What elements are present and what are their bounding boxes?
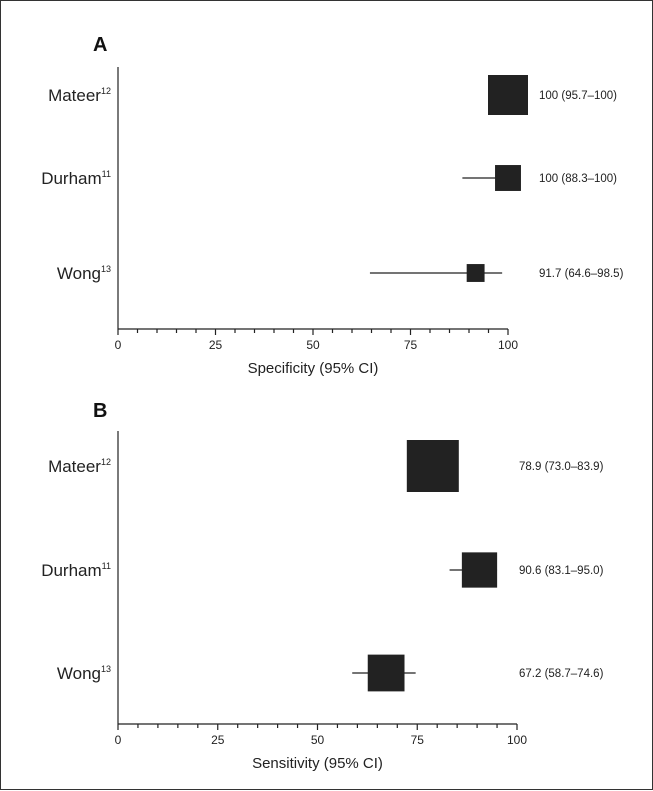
panel-a-tick-label: 50	[306, 338, 320, 352]
panel-a-durham-ci-text: 100 (88.3–100)	[539, 173, 617, 185]
panel-b-mateer-ref-superscript: 12	[101, 457, 111, 467]
panel-a-letter: A	[93, 34, 107, 56]
panel-b-durham-label: Durham11	[41, 561, 111, 580]
panel-a-tick-label: 75	[404, 338, 418, 352]
panel-b-mateer-label: Mateer12	[48, 457, 111, 476]
panel-b-mateer-marker	[406, 440, 459, 492]
panel-b-tick-label: 25	[211, 733, 225, 747]
panel-a-wong-label: Wong13	[57, 264, 111, 283]
panel-b-durham-marker	[461, 552, 498, 588]
panel-b-wong-name: Wong	[57, 664, 101, 683]
panel-a-tick-label: 0	[115, 338, 122, 352]
panel-a-x-axis-title: Specificity (95% CI)	[248, 360, 379, 377]
panel-b-tick-label: 50	[311, 733, 325, 747]
panel-b-wong-ref-superscript: 13	[101, 664, 111, 674]
panel-a-mateer-ref-superscript: 12	[101, 86, 111, 96]
panel-b-tick-label: 100	[507, 733, 527, 747]
panel-b-tick-label: 0	[115, 733, 122, 747]
panel-b-durham-ref-superscript: 11	[102, 561, 111, 571]
panel-a-wong-ref-superscript: 13	[101, 264, 111, 274]
panel-a-mateer-name: Mateer	[48, 86, 101, 105]
panel-a-wong-marker	[466, 264, 485, 282]
panel-a-durham-label: Durham11	[41, 169, 111, 188]
panel-b-tick-label: 75	[411, 733, 425, 747]
panel-b-wong-label: Wong13	[57, 664, 111, 683]
panel-b-wong-marker	[367, 654, 405, 692]
panel-a-wong-ci-text: 91.7 (64.6–98.5)	[539, 268, 624, 280]
panel-a-durham-marker	[495, 165, 521, 191]
panel-b-mateer-ci-text: 78.9 (73.0–83.9)	[519, 461, 604, 473]
panel-a-mateer-label: Mateer12	[48, 86, 111, 105]
panel-b-mateer-name: Mateer	[48, 457, 101, 476]
panel-a-wong-name: Wong	[57, 264, 101, 283]
panel-a-tick-label: 25	[209, 338, 223, 352]
panel-a-tick-label: 100	[498, 338, 518, 352]
panel-b-durham-name: Durham	[41, 561, 101, 580]
panel-b-letter: B	[93, 400, 107, 422]
panel-a-durham-ref-superscript: 11	[102, 169, 111, 179]
panel-b-x-axis-title: Sensitivity (95% CI)	[252, 755, 383, 772]
panel-b-wong-ci-text: 67.2 (58.7–74.6)	[519, 668, 604, 680]
panel-a-mateer-ci-text: 100 (95.7–100)	[539, 90, 617, 102]
panel-a-durham-name: Durham	[41, 169, 101, 188]
panel-a-mateer-marker	[488, 75, 528, 115]
panel-b-durham-ci-text: 90.6 (83.1–95.0)	[519, 565, 604, 577]
